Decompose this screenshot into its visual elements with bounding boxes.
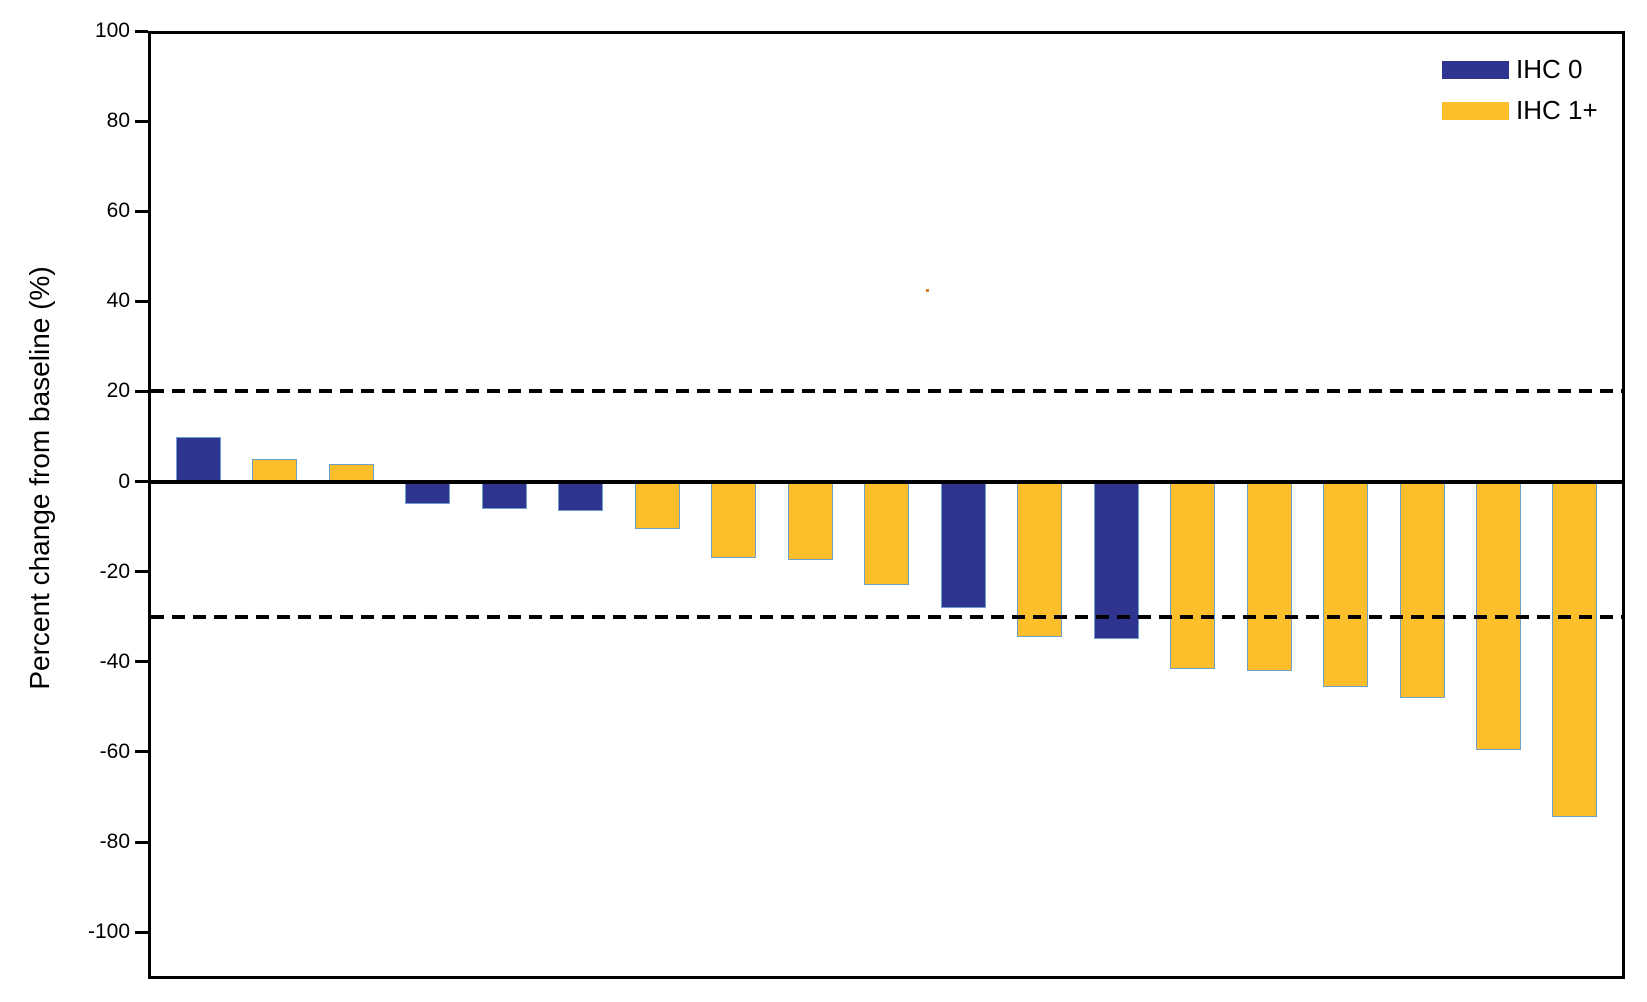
zero-baseline (151, 479, 1622, 484)
bar-16-ihc-1plus (1323, 481, 1369, 687)
y-tick (135, 389, 148, 393)
bar-5-ihc-0 (481, 481, 527, 509)
y-tick (135, 660, 148, 664)
bar-11-ihc-0 (940, 481, 986, 608)
bar-17-ihc-1plus (1399, 481, 1445, 698)
y-tick (135, 840, 148, 844)
dashed-reference-line--30 (151, 614, 1622, 619)
y-tick-label: 40 (106, 289, 130, 313)
dashed-reference-line-20 (151, 389, 1622, 394)
legend-label-ihc-0: IHC 0 (1516, 54, 1583, 84)
bar-19-ihc-1plus (1552, 481, 1598, 818)
y-tick (135, 750, 148, 754)
bar-8-ihc-1plus (711, 481, 757, 559)
bar-6-ihc-0 (558, 481, 604, 511)
y-tick-label: 60 (106, 199, 130, 223)
y-tick-label: 80 (106, 109, 130, 133)
y-tick-label: -20 (99, 559, 130, 583)
legend: IHC 0 IHC 1+ (1442, 49, 1598, 131)
bar-4-ihc-0 (405, 481, 451, 505)
y-tick (135, 299, 148, 303)
legend-swatch-ihc-1plus (1442, 101, 1509, 120)
stray-mark (926, 289, 929, 292)
bar-9-ihc-1plus (787, 481, 833, 561)
plot-area: IHC 0 IHC 1+ (148, 31, 1625, 979)
y-tick-label: 0 (118, 469, 130, 493)
bar-12-ihc-1plus (1017, 481, 1063, 638)
y-tick (135, 570, 148, 574)
y-tick-label: -60 (99, 739, 130, 763)
y-tick-label: 20 (106, 379, 130, 403)
bar-1-ihc-0 (176, 436, 221, 482)
legend-item-ihc-0: IHC 0 (1442, 49, 1598, 90)
bar-13-ihc-0 (1093, 481, 1139, 640)
legend-swatch-ihc-0 (1442, 60, 1509, 79)
y-tick-label: -40 (99, 649, 130, 673)
bar-2-ihc-1plus (252, 459, 298, 482)
bar-7-ihc-1plus (634, 481, 680, 529)
legend-item-ihc-1plus: IHC 1+ (1442, 90, 1598, 131)
y-tick (135, 209, 148, 213)
y-tick-label: -100 (87, 920, 130, 944)
bar-15-ihc-1plus (1246, 481, 1292, 671)
y-tick-label: 100 (94, 19, 130, 42)
legend-label-ihc-1plus: IHC 1+ (1516, 95, 1598, 125)
y-tick (135, 29, 148, 33)
y-tick (135, 119, 148, 123)
bar-10-ihc-1plus (864, 481, 910, 586)
y-tick (135, 480, 148, 484)
y-tick (135, 930, 148, 934)
y-tick-label: -80 (99, 830, 130, 854)
bar-14-ihc-1plus (1170, 481, 1216, 669)
